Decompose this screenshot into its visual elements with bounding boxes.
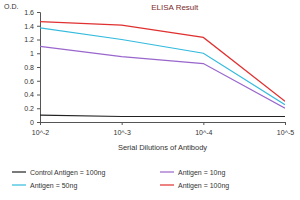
y-tick-label: 1.2 — [24, 36, 34, 43]
y-tick: 0 — [30, 119, 40, 126]
y-axis: 0 0.2 0.4 0.6 0.8 1 1.2 1.4 1.6 — [24, 9, 40, 126]
x-axis: 10^-2 10^-3 10^-4 10^-5 — [32, 122, 294, 136]
y-tick-label: 1.6 — [24, 9, 34, 16]
title: ELISA Result — [151, 3, 199, 12]
series-line — [40, 46, 285, 108]
y-tick-label: 0 — [30, 119, 34, 126]
y-tick-mark — [37, 26, 40, 27]
x-tick-mark — [40, 122, 41, 125]
y-tick: 0.6 — [24, 77, 40, 84]
y-tick: 1.6 — [24, 9, 40, 16]
x-tick-mark — [122, 122, 123, 125]
x-tick-mark — [203, 122, 204, 125]
legend-label: Antigen = 100ng — [178, 182, 229, 190]
x-tick-label: 10^-4 — [195, 129, 212, 136]
legend-item: Antigen = 50ng — [12, 182, 77, 190]
legend-item: Control Antigen = 100ng — [12, 169, 105, 177]
y-tick-mark — [37, 53, 40, 54]
chart: 00.20.40.60.811.21.41.610^-210^-310^-410… — [0, 0, 300, 200]
y-tick-mark — [37, 95, 40, 96]
y-tick: 1.2 — [24, 36, 40, 43]
x-axis-title: Serial Dilutions of Antibody — [118, 143, 207, 152]
legend-item: Antigen = 100ng — [160, 182, 229, 190]
y-tick: 0.2 — [24, 105, 40, 112]
x-tick-label: 10^-3 — [114, 129, 131, 136]
series-line — [40, 28, 285, 105]
legend-swatch — [160, 184, 174, 185]
y-tick-label: 1.4 — [24, 22, 34, 29]
y-tick-label: 0.2 — [24, 105, 34, 112]
y-tick-label: 0.8 — [24, 64, 34, 71]
x-tick-label: 10^-2 — [32, 129, 49, 136]
y-axis-title: O.D. — [4, 3, 18, 10]
legend-swatch — [160, 171, 174, 172]
y-tick: 0.8 — [24, 64, 40, 71]
y-axis-line — [37, 13, 41, 123]
y-tick-mark — [37, 40, 40, 41]
x-tick: 10^-3 — [114, 122, 131, 136]
x-tick: 10^-2 — [32, 122, 49, 136]
series-line — [40, 115, 285, 116]
y-tick-mark — [37, 122, 40, 123]
x-tick-label: 10^-5 — [277, 129, 294, 136]
y-tick-label: 1 — [30, 50, 34, 57]
lines — [40, 22, 285, 117]
x-tick: 10^-5 — [277, 122, 294, 136]
legend-swatch — [12, 184, 26, 185]
y-tick-label: 0.4 — [24, 91, 34, 98]
legend-label: Antigen = 10ng — [178, 169, 225, 177]
x-tick-mark — [285, 122, 286, 125]
plot: 00.20.40.60.811.21.41.610^-210^-310^-410… — [24, 3, 294, 136]
y-tick-label: 0.6 — [24, 77, 34, 84]
legend-item: Antigen = 10ng — [160, 169, 225, 177]
series-line — [40, 22, 285, 102]
legend-swatch — [12, 171, 26, 172]
y-tick-mark — [37, 81, 40, 82]
y-tick: 1.4 — [24, 22, 40, 29]
x-tick: 10^-4 — [195, 122, 212, 136]
y-tick-mark — [37, 12, 40, 13]
legend-label: Control Antigen = 100ng — [30, 169, 105, 177]
legend: Control Antigen = 100ng Antigen = 10ng Ant… — [12, 169, 229, 190]
y-tick: 0.4 — [24, 91, 40, 98]
y-tick-mark — [37, 108, 40, 109]
y-tick: 1 — [30, 50, 40, 57]
y-tick-mark — [37, 67, 40, 68]
legend-label: Antigen = 50ng — [30, 182, 77, 190]
x-axis-line — [41, 123, 286, 126]
